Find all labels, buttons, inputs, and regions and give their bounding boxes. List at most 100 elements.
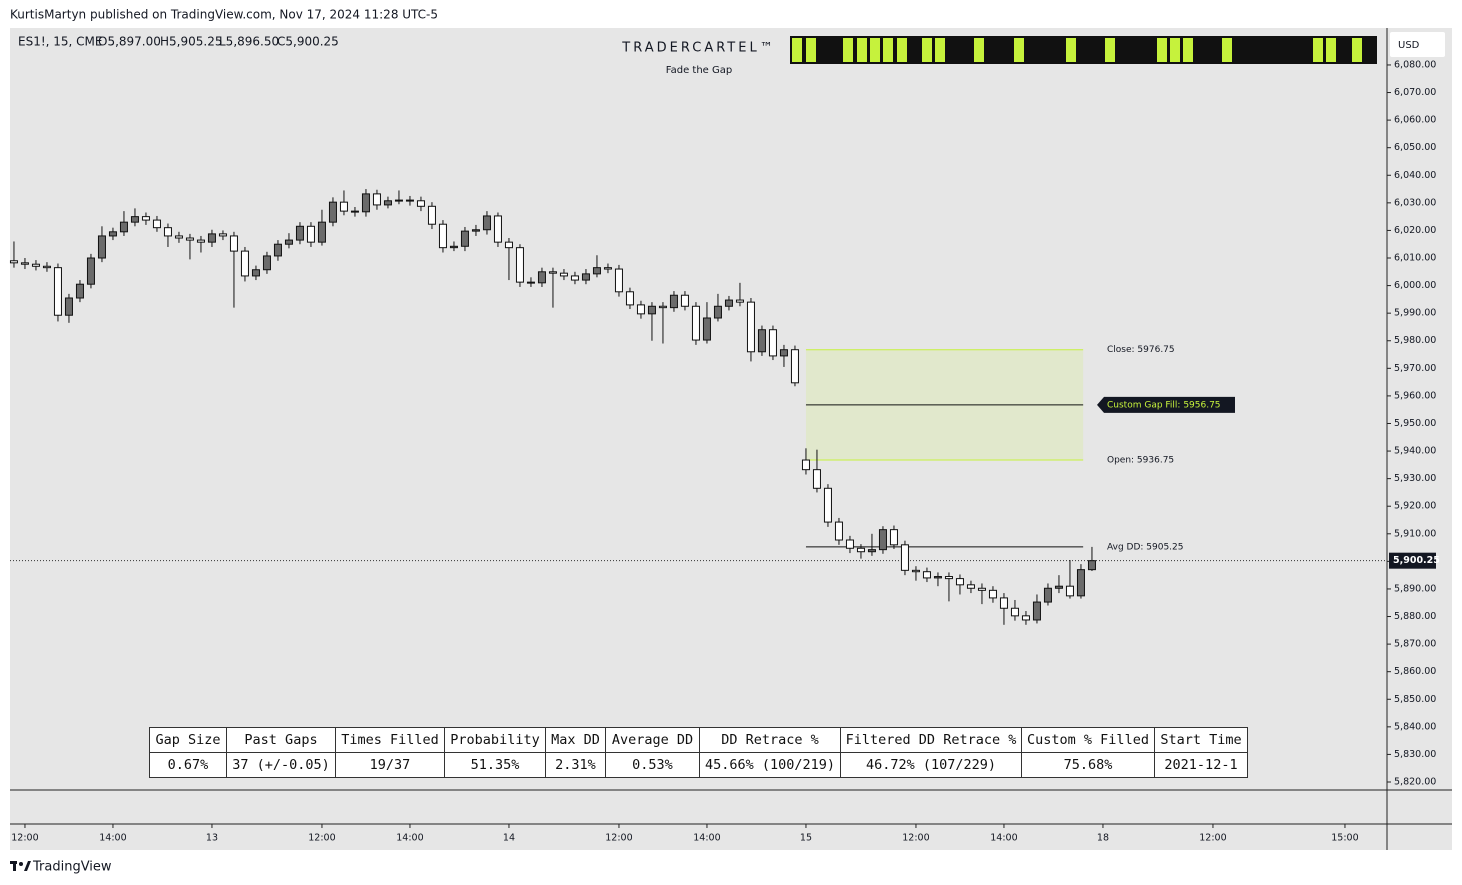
- y-tick-label: 5,930.00: [1394, 473, 1436, 484]
- stats-table: Gap Size Past Gaps Times Filled Probability…: [149, 727, 1248, 778]
- candle-body: [779, 349, 788, 357]
- published-note: KurtisMartyn published on TradingView.co…: [10, 8, 438, 22]
- candle-body: [108, 231, 117, 237]
- x-tick-label: 15:00: [1331, 833, 1358, 844]
- signal-blocks: [792, 38, 1362, 62]
- candle-body: [53, 267, 62, 316]
- signal-block: [897, 38, 907, 62]
- table-cell: Probability: [444, 727, 546, 753]
- y-tick-label: 5,950.00: [1394, 418, 1436, 429]
- candle-body: [1076, 569, 1085, 597]
- x-tick-label: 12:00: [605, 833, 632, 844]
- candle-body: [328, 201, 337, 223]
- candle-body: [449, 245, 458, 249]
- candle-body: [911, 569, 920, 573]
- table-cell: 0.67%: [149, 752, 227, 778]
- y-tick-label: 5,920.00: [1394, 501, 1436, 512]
- candle-body: [548, 271, 557, 274]
- signal-block: [1170, 38, 1180, 62]
- candle-body: [867, 549, 876, 553]
- table-cell: Times Filled: [335, 727, 445, 753]
- candle-body: [75, 283, 84, 299]
- signal-block: [922, 38, 932, 62]
- candle-body: [471, 229, 480, 232]
- candle-body: [240, 250, 249, 277]
- candle-body: [295, 225, 304, 241]
- avg-dd-label: Avg DD: 5905.25: [1107, 542, 1184, 552]
- candle-body: [647, 305, 656, 315]
- last-price-label: 5,900.25: [1393, 555, 1440, 566]
- signal-block: [1183, 38, 1193, 62]
- x-tick-label: 12:00: [902, 833, 929, 844]
- y-tick-label: 5,880.00: [1394, 611, 1436, 622]
- table-cell: 0.53%: [605, 752, 700, 778]
- candle-body: [526, 281, 535, 284]
- candle-body: [790, 349, 799, 384]
- signal-block: [806, 38, 816, 62]
- candle-body: [581, 273, 590, 281]
- candle-body: [119, 221, 128, 233]
- table-cell: 46.72% (107/229): [840, 752, 1022, 778]
- gap-fill-tag: [1097, 396, 1235, 413]
- table-cell: 2.31%: [545, 752, 606, 778]
- candle-body: [1087, 560, 1096, 571]
- candle-body: [20, 262, 29, 265]
- candle-body: [669, 294, 678, 309]
- signal-block: [974, 38, 984, 62]
- x-tick-label: 14:00: [99, 833, 126, 844]
- y-tick-label: 5,910.00: [1394, 528, 1436, 539]
- candle-body: [999, 597, 1008, 609]
- signal-block: [883, 38, 893, 62]
- y-tick-label: 6,060.00: [1394, 115, 1436, 126]
- table-cell: Custom % Filled: [1021, 727, 1155, 753]
- table-data-row: 0.67% 37 (+/-0.05) 19/37 51.35% 2.31% 0.53% 45…: [149, 752, 1248, 778]
- candle-body: [42, 265, 51, 269]
- candle-body: [614, 268, 623, 293]
- candle-body: [955, 578, 964, 586]
- candle-body: [405, 199, 414, 202]
- y-tick-label: 6,080.00: [1394, 59, 1436, 70]
- candle-body: [185, 237, 194, 241]
- candle-body: [130, 216, 139, 223]
- candle-body: [966, 584, 975, 589]
- candle-body: [383, 200, 392, 206]
- y-tick-label: 5,940.00: [1394, 446, 1436, 457]
- candle-body: [317, 221, 326, 243]
- y-tick-label: 5,980.00: [1394, 335, 1436, 346]
- signal-block: [1313, 38, 1323, 62]
- candle-body: [438, 223, 447, 249]
- currency-box[interactable]: [1390, 32, 1445, 57]
- signal-block: [843, 38, 853, 62]
- candle-body: [900, 544, 909, 571]
- signal-block: [870, 38, 880, 62]
- x-tick-label: 14: [503, 833, 515, 844]
- table-cell: Start Time: [1154, 727, 1248, 753]
- candle-body: [372, 193, 381, 206]
- x-tick-label: 12:00: [1199, 833, 1226, 844]
- candle-body: [273, 243, 282, 257]
- candle-body: [493, 215, 502, 243]
- table-cell: 51.35%: [444, 752, 546, 778]
- candle-body: [262, 255, 271, 271]
- candle-body: [625, 291, 634, 306]
- signal-block: [1222, 38, 1232, 62]
- candle-body: [812, 469, 821, 489]
- ohlc-close: C5,900.25: [277, 35, 339, 49]
- y-tick-label: 5,990.00: [1394, 308, 1436, 319]
- candle-body: [141, 216, 150, 221]
- signal-block: [1014, 38, 1024, 62]
- gap-fill-label: Custom Gap Fill: 5956.75: [1107, 400, 1221, 410]
- y-tick-label: 6,000.00: [1394, 280, 1436, 291]
- y-tick-label: 6,020.00: [1394, 225, 1436, 236]
- candle-body: [856, 547, 865, 553]
- candle-body: [9, 260, 18, 264]
- candle-body: [977, 587, 986, 591]
- symbol: ES1!, 15, CME: [18, 35, 103, 49]
- candle-body: [31, 263, 40, 267]
- candle-body: [504, 241, 513, 249]
- candle-body: [746, 301, 755, 353]
- candle-body: [515, 247, 524, 283]
- candle-body: [152, 219, 161, 229]
- candle-body: [1065, 585, 1074, 597]
